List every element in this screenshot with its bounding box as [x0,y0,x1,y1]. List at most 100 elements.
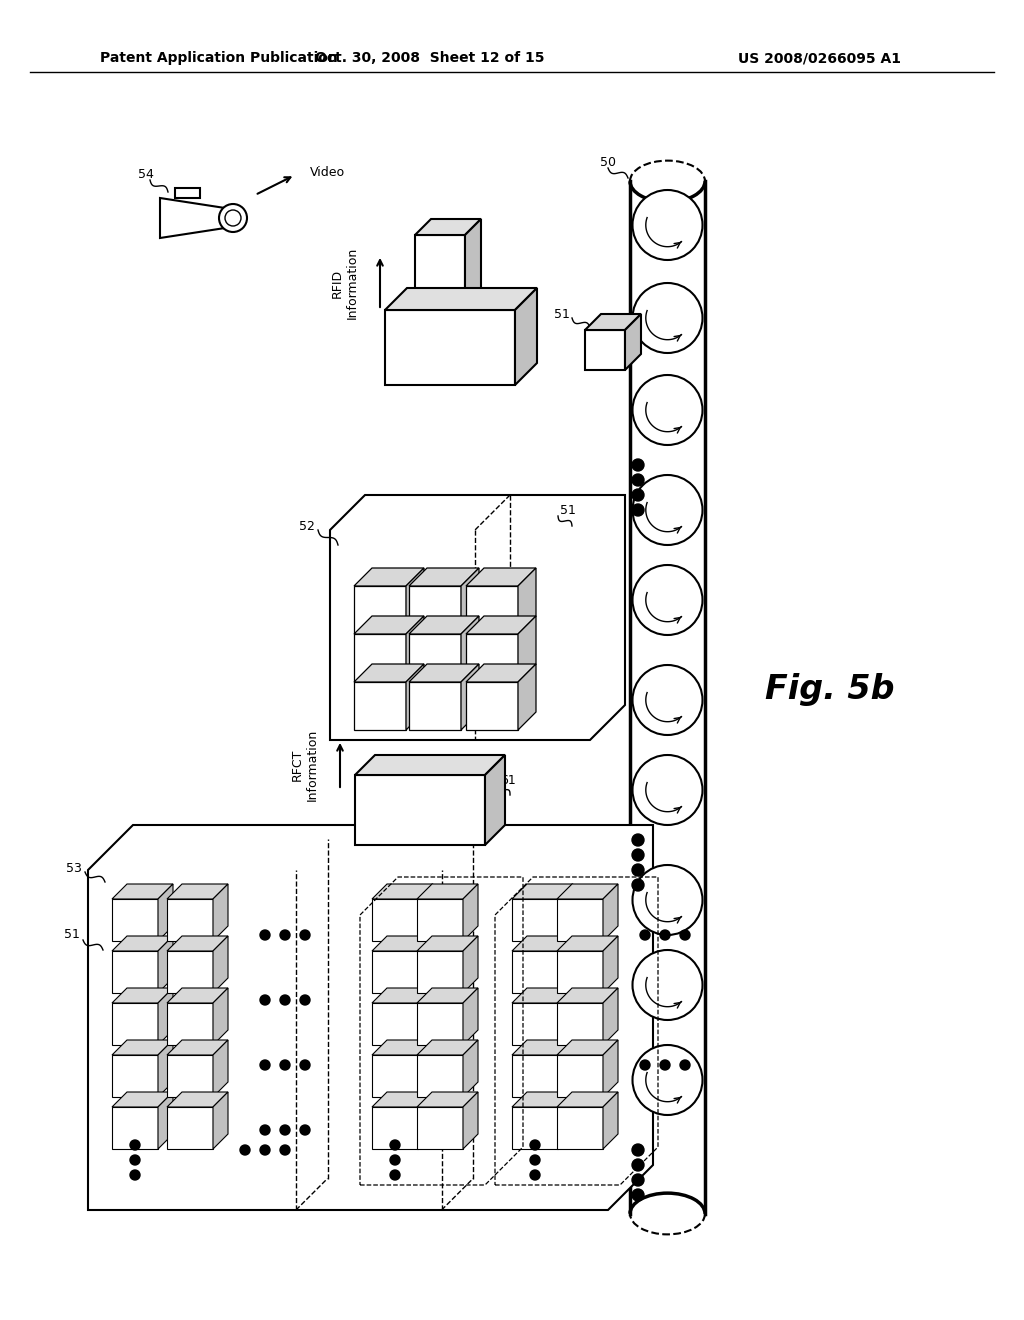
Polygon shape [512,1107,558,1148]
Polygon shape [518,616,536,682]
Polygon shape [518,568,536,634]
Polygon shape [512,899,558,941]
Text: 51: 51 [65,928,80,941]
Polygon shape [466,664,536,682]
Circle shape [660,931,670,940]
Polygon shape [512,1055,558,1097]
Text: Video: Video [310,165,345,178]
Text: 55: 55 [480,354,496,367]
Text: 52: 52 [299,520,315,533]
Polygon shape [385,288,537,310]
Circle shape [530,1170,540,1180]
Polygon shape [465,219,481,325]
Polygon shape [558,936,573,993]
Polygon shape [160,198,225,238]
Polygon shape [512,1092,573,1107]
Polygon shape [354,568,424,586]
Polygon shape [175,187,200,198]
Circle shape [130,1155,140,1166]
Circle shape [633,475,702,545]
Text: Patent Application Publication: Patent Application Publication [100,51,338,65]
Circle shape [633,950,702,1020]
Polygon shape [167,1107,213,1148]
Polygon shape [372,899,418,941]
Polygon shape [417,936,478,950]
Polygon shape [557,1092,618,1107]
Polygon shape [417,1107,463,1148]
Polygon shape [461,616,479,682]
Circle shape [130,1170,140,1180]
Polygon shape [418,1092,433,1148]
Circle shape [632,1189,644,1201]
Polygon shape [372,936,433,950]
Polygon shape [557,950,603,993]
Polygon shape [158,987,173,1045]
Polygon shape [385,310,515,385]
Circle shape [390,1170,400,1180]
Polygon shape [112,1003,158,1045]
Polygon shape [167,884,228,899]
Polygon shape [213,1040,228,1097]
Polygon shape [167,950,213,993]
Polygon shape [463,884,478,941]
Polygon shape [409,682,461,730]
Polygon shape [354,616,424,634]
Polygon shape [417,950,463,993]
Polygon shape [418,884,433,941]
Polygon shape [112,987,173,1003]
Polygon shape [512,884,573,899]
Polygon shape [355,755,505,775]
Polygon shape [213,1092,228,1148]
Polygon shape [603,1040,618,1097]
Polygon shape [466,586,518,634]
Circle shape [632,459,644,471]
Circle shape [260,931,270,940]
Polygon shape [167,1055,213,1097]
Polygon shape [409,616,479,634]
Polygon shape [372,1040,433,1055]
Text: US 2008/0266095 A1: US 2008/0266095 A1 [738,51,901,65]
Polygon shape [512,1040,573,1055]
Polygon shape [512,987,573,1003]
Polygon shape [512,950,558,993]
Polygon shape [558,987,573,1045]
Circle shape [260,1144,270,1155]
Polygon shape [167,1092,228,1107]
Text: Fig. 5b: Fig. 5b [765,673,895,706]
Polygon shape [372,884,433,899]
Text: Oct. 30, 2008  Sheet 12 of 15: Oct. 30, 2008 Sheet 12 of 15 [315,51,545,65]
Circle shape [632,1159,644,1171]
Text: 51: 51 [554,309,570,322]
Circle shape [280,931,290,940]
Polygon shape [485,755,505,845]
Polygon shape [558,1092,573,1148]
Polygon shape [213,936,228,993]
Polygon shape [167,1040,228,1055]
Circle shape [390,1155,400,1166]
Circle shape [632,865,644,876]
Polygon shape [466,634,518,682]
Circle shape [640,931,650,940]
Polygon shape [112,1107,158,1148]
Polygon shape [461,664,479,730]
Polygon shape [417,1055,463,1097]
Text: 50: 50 [600,157,616,169]
Polygon shape [213,987,228,1045]
Polygon shape [557,987,618,1003]
Polygon shape [167,987,228,1003]
Polygon shape [158,936,173,993]
Polygon shape [518,664,536,730]
Polygon shape [112,936,173,950]
Circle shape [632,504,644,516]
Polygon shape [112,950,158,993]
Polygon shape [354,586,406,634]
Polygon shape [88,825,653,1210]
Polygon shape [466,616,536,634]
Polygon shape [409,634,461,682]
Circle shape [280,1144,290,1155]
Polygon shape [158,884,173,941]
Polygon shape [167,1003,213,1045]
Text: RFID
Information: RFID Information [331,247,359,319]
Polygon shape [372,987,433,1003]
Polygon shape [355,775,485,845]
